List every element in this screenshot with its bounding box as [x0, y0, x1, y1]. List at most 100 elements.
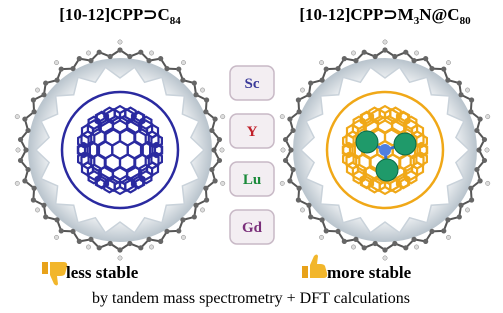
metal-label: Sc — [245, 76, 260, 92]
atom — [392, 54, 397, 59]
atom — [164, 66, 169, 71]
metal-atom — [356, 131, 378, 153]
hydrogen — [16, 148, 20, 152]
hydrogen — [54, 235, 58, 239]
atom — [342, 56, 347, 61]
atom — [204, 197, 209, 202]
metal-label: Gd — [242, 220, 263, 236]
atom — [457, 80, 462, 85]
hydrogen — [486, 181, 490, 185]
hydrogen — [446, 60, 450, 64]
atom — [283, 158, 288, 163]
hydrogen — [200, 88, 204, 92]
atom — [468, 186, 473, 191]
atom — [70, 229, 75, 234]
atom — [392, 241, 397, 246]
hydrogen — [319, 235, 323, 239]
atom — [117, 247, 122, 252]
hydrogen — [300, 88, 304, 92]
atom — [164, 229, 169, 234]
hydrogen — [485, 148, 489, 152]
hydrogen — [383, 40, 387, 44]
atom — [458, 203, 463, 208]
thumb-up — [302, 255, 327, 279]
atom — [32, 186, 37, 191]
thumb-down — [42, 262, 67, 286]
atom — [193, 92, 198, 97]
right-caption: more stable — [327, 263, 412, 282]
atom — [108, 54, 113, 59]
atom — [297, 109, 302, 114]
atom — [362, 50, 367, 55]
metal-label: Y — [247, 124, 258, 140]
atom — [59, 228, 64, 233]
hydrogen — [465, 88, 469, 92]
atom — [203, 109, 208, 114]
atom — [213, 178, 218, 183]
atom — [382, 247, 387, 252]
right-title: [10-12]CPP⊃M3N@C80 — [299, 5, 471, 27]
atom — [283, 137, 288, 142]
atom — [362, 245, 367, 250]
atom — [429, 229, 434, 234]
hydrogen — [383, 256, 387, 260]
atom — [468, 109, 473, 114]
hydrogen — [280, 181, 284, 185]
hydrogen — [220, 148, 224, 152]
atom — [403, 50, 408, 55]
atom — [320, 217, 325, 222]
atom — [203, 186, 208, 191]
atom — [97, 245, 102, 250]
atom — [474, 167, 479, 172]
atom — [59, 66, 64, 71]
atom — [217, 158, 222, 163]
atom — [296, 197, 301, 202]
atom — [335, 66, 340, 71]
atom — [288, 147, 293, 152]
atom — [209, 167, 214, 172]
hydrogen — [181, 235, 185, 239]
left-title: [10-12]CPP⊃C84 — [59, 5, 181, 27]
left-caption: less stable — [66, 263, 139, 282]
atom — [469, 197, 474, 202]
atom — [192, 80, 197, 85]
hydrogen — [86, 245, 90, 249]
hydrogen — [181, 60, 185, 64]
atom — [353, 58, 358, 63]
hydrogen — [15, 114, 19, 118]
hydrogen — [351, 245, 355, 249]
atom — [88, 237, 93, 242]
atom — [441, 66, 446, 71]
atom — [457, 214, 462, 219]
atom — [441, 228, 446, 233]
atom — [41, 92, 46, 97]
atom — [43, 214, 48, 219]
atom — [445, 217, 450, 222]
hydrogen — [486, 114, 490, 118]
atom — [146, 58, 151, 63]
atom — [158, 239, 163, 244]
atom — [287, 116, 292, 121]
atom — [290, 128, 295, 133]
atom — [22, 116, 27, 121]
atom — [108, 241, 113, 246]
atom — [180, 217, 185, 222]
atom — [23, 147, 28, 152]
atom — [176, 66, 181, 71]
atom — [88, 58, 93, 63]
hydrogen — [280, 114, 284, 118]
atom — [146, 237, 151, 242]
atom — [482, 137, 487, 142]
atom — [308, 80, 313, 85]
hydrogen — [221, 114, 225, 118]
atom — [306, 203, 311, 208]
hydrogen — [446, 235, 450, 239]
atom — [204, 97, 209, 102]
atom — [22, 178, 27, 183]
atom — [474, 128, 479, 133]
atom — [445, 78, 450, 83]
atom — [31, 197, 36, 202]
atom — [423, 56, 428, 61]
metal-label: Lu — [243, 172, 261, 188]
atom — [458, 92, 463, 97]
